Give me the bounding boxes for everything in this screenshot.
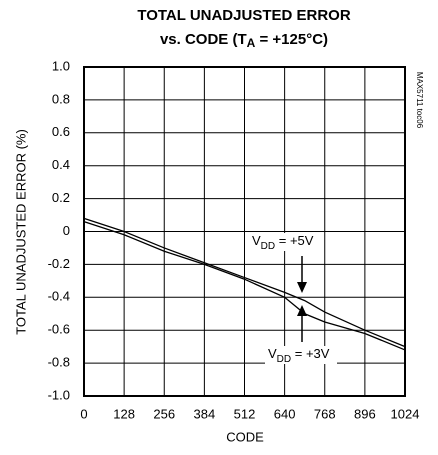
legend-label: VDD = +5V	[252, 233, 314, 251]
series-line	[83, 221, 406, 351]
side-note: MAX5711 toc06	[415, 72, 424, 129]
title-part: = +125°C)	[255, 31, 328, 48]
x-tick-label: 640	[274, 406, 296, 421]
y-tick-label: -0.8	[48, 355, 70, 370]
chart-title: vs. CODE (TA = +125°C)	[160, 31, 328, 50]
y-tick-label: -0.4	[48, 289, 70, 304]
y-tick-label: 1.0	[52, 58, 70, 73]
label-bg	[249, 233, 321, 251]
label-part: V	[268, 346, 277, 361]
arrow-head	[297, 282, 307, 293]
x-tick-label: 768	[314, 406, 336, 421]
y-tick-label: 0.8	[52, 91, 70, 106]
y-tick-label: 0.6	[52, 124, 70, 139]
x-tick-label: 896	[354, 406, 376, 421]
y-tick-label: 0.4	[52, 157, 70, 172]
x-tick-label: 128	[113, 406, 135, 421]
x-tick-label: 256	[153, 406, 175, 421]
label-part: = +5V	[275, 233, 314, 248]
label-sub: DD	[277, 354, 291, 365]
label-bg	[265, 346, 337, 364]
x-tick-label: 1024	[391, 406, 420, 421]
x-tick-label: 384	[194, 406, 216, 421]
x-tick-label: 512	[234, 406, 256, 421]
y-tick-label: -1.0	[48, 387, 70, 402]
series-line	[83, 217, 406, 348]
y-tick-label: 0	[63, 223, 70, 238]
y-tick-label: 0.2	[52, 190, 70, 205]
label-part: V	[252, 233, 261, 248]
label-part: = +3V	[291, 346, 330, 361]
y-tick-label: -0.2	[48, 256, 70, 271]
chart-title: TOTAL UNADJUSTED ERROR	[137, 7, 351, 24]
y-tick-label: -0.6	[48, 322, 70, 337]
x-tick-label: 0	[80, 406, 87, 421]
x-axis-label: CODE	[226, 429, 264, 444]
label-sub: DD	[261, 241, 275, 252]
y-axis-label: TOTAL UNADJUSTED ERROR (%)	[13, 129, 28, 335]
plot-frame	[83, 66, 406, 397]
legend-label: VDD = +3V	[268, 346, 330, 364]
title-sub: A	[247, 36, 256, 50]
title-part: vs. CODE (T	[160, 31, 247, 48]
